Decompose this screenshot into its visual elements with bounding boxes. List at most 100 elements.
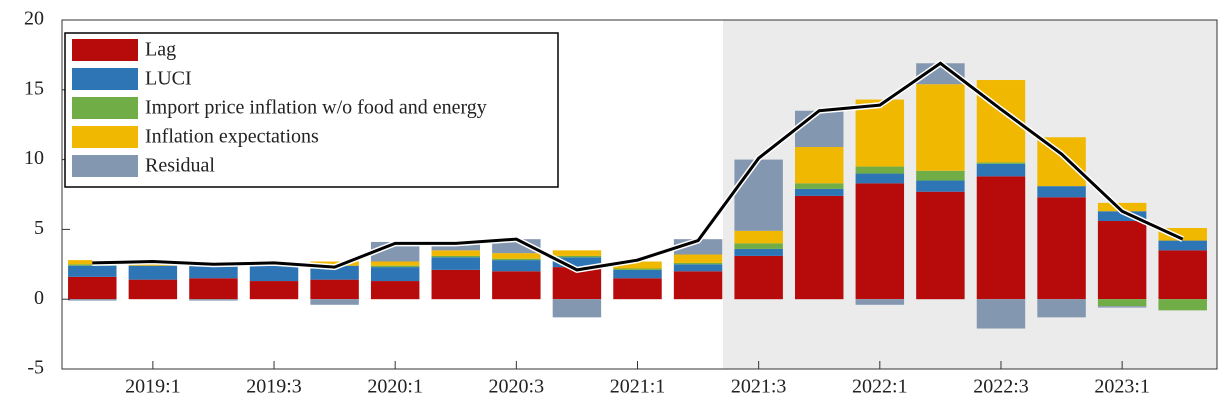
y-tick-label: 5	[34, 217, 44, 239]
bar-segment	[855, 173, 905, 184]
bar-segment	[431, 257, 480, 270]
legend-label: Lag	[145, 39, 176, 61]
bar-segment	[855, 99, 905, 167]
bar-segment	[673, 264, 723, 272]
bar-segment	[795, 183, 844, 189]
bar-segment	[68, 264, 117, 266]
bar-segment	[795, 110, 844, 148]
legend-label: Inflation expectations	[145, 126, 319, 148]
bar-segment	[431, 269, 480, 300]
bar-segment	[249, 265, 299, 282]
y-tick-label: 20	[24, 8, 44, 30]
bar-segment	[673, 271, 723, 300]
bar-segment	[370, 267, 420, 282]
bar-segment	[492, 260, 541, 272]
bar-segment	[916, 84, 965, 171]
bar-segment	[795, 195, 844, 300]
x-tick-label: 2023:1	[1094, 376, 1150, 398]
x-tick-label: 2019:1	[125, 376, 181, 398]
bar-segment	[492, 253, 541, 259]
x-tick-label: 2019:3	[246, 376, 302, 398]
legend-swatch	[72, 155, 138, 177]
bar-segment	[976, 162, 1026, 164]
bar-segment	[552, 257, 602, 268]
bar-segment	[310, 279, 359, 300]
bar-segment	[431, 255, 480, 258]
bar-segment	[795, 188, 844, 196]
bar-segment	[1037, 197, 1086, 300]
bar-segment	[1097, 299, 1147, 307]
bar-segment	[734, 230, 783, 244]
bar-segment	[855, 299, 905, 305]
bar-segment	[189, 299, 238, 301]
bar-segment	[916, 170, 965, 181]
bar-segment	[976, 176, 1026, 300]
bar-segment	[68, 299, 117, 301]
x-tick-label: 2021:3	[731, 376, 787, 398]
bar-segment	[128, 264, 178, 266]
bar-segment	[552, 299, 602, 318]
bar-segment	[795, 147, 844, 184]
bar-segment	[613, 261, 662, 269]
bar-segment	[673, 254, 723, 263]
bar-segment	[370, 281, 420, 300]
x-tick-label: 2022:1	[852, 376, 908, 398]
bar-segment	[68, 276, 117, 300]
bar-segment	[552, 255, 602, 258]
bar-segment	[189, 278, 238, 300]
legend-swatch	[72, 126, 138, 148]
bar-segment	[855, 183, 905, 300]
bar-segment	[855, 166, 905, 174]
bar-segment	[734, 243, 783, 249]
bar-segment	[370, 265, 420, 268]
x-tick-label: 2022:3	[973, 376, 1029, 398]
bar-segment	[1037, 186, 1086, 198]
plot-frame	[61, 19, 1218, 370]
bar-segment	[976, 163, 1026, 177]
x-tick-label: 2020:1	[367, 376, 423, 398]
bar-segment	[128, 279, 178, 300]
bar-segment	[189, 265, 238, 279]
legend-label: LUCI	[145, 68, 192, 90]
bar-segment	[916, 180, 965, 192]
bar-segment	[734, 248, 783, 256]
legend-swatch	[72, 68, 138, 90]
bar-segment	[370, 261, 420, 266]
bar-segment	[1158, 250, 1207, 300]
y-tick-label: 10	[24, 147, 44, 169]
legend-label: Residual	[145, 155, 215, 177]
bar-segment	[916, 191, 965, 300]
bar-segment	[976, 299, 1026, 329]
total-line	[92, 61, 1184, 272]
bar-segment	[1158, 240, 1207, 251]
bar-segment	[492, 271, 541, 300]
y-tick-label: 15	[24, 77, 44, 99]
bar-segment	[128, 265, 178, 280]
bar-segment	[249, 281, 299, 300]
legend-box	[64, 32, 559, 188]
legend-label: Import price inflation w/o food and ener…	[145, 97, 487, 119]
bar-segment	[310, 261, 359, 266]
bar-segment	[1037, 299, 1086, 318]
legend-swatch	[72, 39, 138, 61]
bar-segment	[310, 299, 359, 305]
y-tick-label: 0	[34, 287, 44, 309]
bar-segment	[492, 258, 541, 261]
bar-segment	[673, 262, 723, 265]
bar-segment	[1158, 299, 1207, 311]
bar-segment	[1097, 202, 1147, 212]
bar-segment	[734, 255, 783, 300]
bar-segment	[1097, 221, 1147, 300]
bar-segment	[1097, 211, 1147, 222]
bar-segment	[552, 250, 602, 256]
bar-segment	[613, 278, 662, 300]
bar-segment	[68, 265, 117, 277]
bar-segment	[1097, 306, 1147, 308]
bar-segment	[734, 159, 783, 231]
legend-swatch	[72, 97, 138, 119]
bar-segment	[613, 268, 662, 270]
bar-segment	[431, 250, 480, 256]
bar-segment	[613, 269, 662, 279]
x-tick-label: 2021:1	[610, 376, 666, 398]
